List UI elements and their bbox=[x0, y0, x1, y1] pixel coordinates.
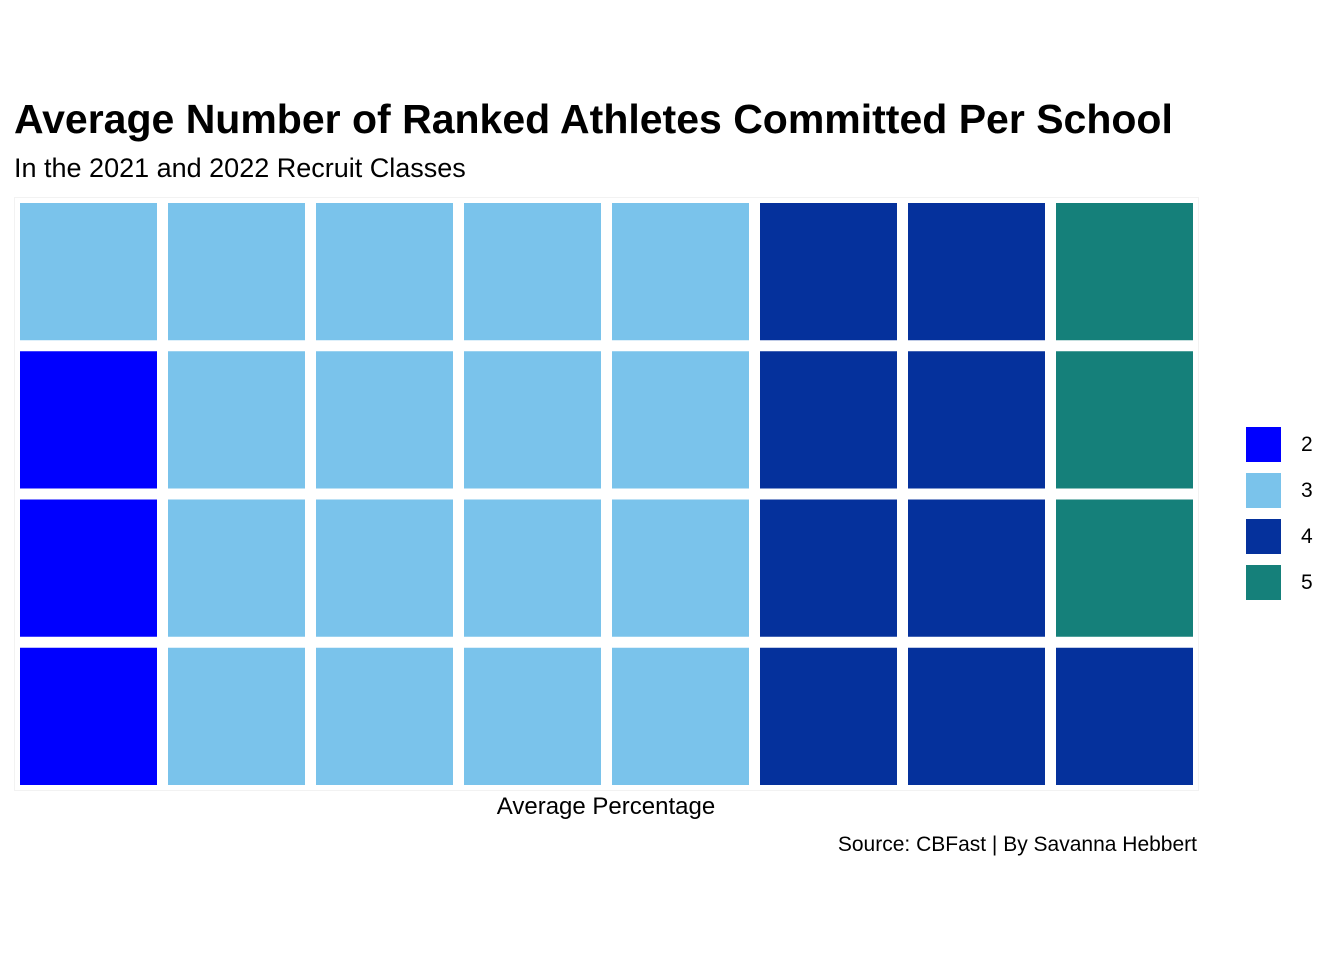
legend: 2 3 4 5 bbox=[1246, 427, 1336, 601]
panel-border bbox=[14, 197, 1199, 791]
legend-item-4: 4 bbox=[1246, 519, 1336, 555]
waffle-tile-3 bbox=[20, 203, 157, 341]
waffle-tile-5 bbox=[1056, 203, 1193, 341]
waffle-tile-4 bbox=[1056, 647, 1193, 785]
waffle-tile-3 bbox=[168, 647, 305, 785]
legend-swatch bbox=[1246, 519, 1281, 554]
waffle-tile-3 bbox=[612, 499, 749, 637]
waffle-tile-4 bbox=[908, 351, 1045, 489]
legend-item-5: 5 bbox=[1246, 565, 1336, 601]
legend-label: 3 bbox=[1301, 479, 1313, 502]
legend-item-3: 3 bbox=[1246, 473, 1336, 509]
waffle-tile-2 bbox=[20, 647, 157, 785]
waffle-tile-4 bbox=[908, 647, 1045, 785]
chart-subtitle: In the 2021 and 2022 Recruit Classes bbox=[14, 153, 466, 183]
waffle-tile-4 bbox=[760, 203, 897, 341]
legend-label: 5 bbox=[1301, 571, 1313, 594]
waffle-tile-5 bbox=[1056, 351, 1193, 489]
waffle-tile-4 bbox=[908, 499, 1045, 637]
waffle-tile-3 bbox=[612, 647, 749, 785]
waffle-tile-4 bbox=[908, 203, 1045, 341]
waffle-tile-3 bbox=[316, 351, 453, 489]
waffle-tile-3 bbox=[464, 499, 601, 637]
waffle-tile-3 bbox=[168, 203, 305, 341]
legend-swatch bbox=[1246, 565, 1281, 600]
waffle-tile-4 bbox=[760, 351, 897, 489]
waffle-tile-4 bbox=[760, 499, 897, 637]
legend-swatch bbox=[1246, 427, 1281, 462]
legend-swatch bbox=[1246, 473, 1281, 508]
waffle-tile-3 bbox=[464, 203, 601, 341]
waffle-tile-3 bbox=[316, 499, 453, 637]
legend-item-2: 2 bbox=[1246, 427, 1336, 463]
waffle-tile-3 bbox=[168, 351, 305, 489]
waffle-tile-3 bbox=[464, 351, 601, 489]
waffle-tile-3 bbox=[316, 203, 453, 341]
waffle-tile-2 bbox=[20, 499, 157, 637]
legend-label: 4 bbox=[1301, 525, 1313, 548]
waffle-tile-3 bbox=[612, 351, 749, 489]
chart-caption: Source: CBFast | By Savanna Hebbert bbox=[837, 833, 1197, 856]
x-axis-label: Average Percentage bbox=[496, 793, 716, 820]
legend-label: 2 bbox=[1301, 433, 1313, 456]
waffle-tile-5 bbox=[1056, 499, 1193, 637]
waffle-tile-3 bbox=[168, 499, 305, 637]
waffle-tile-4 bbox=[760, 647, 897, 785]
chart-title: Average Number of Ranked Athletes Commit… bbox=[14, 96, 1173, 142]
waffle-tile-3 bbox=[464, 647, 601, 785]
waffle-tile-3 bbox=[612, 203, 749, 341]
waffle-tile-3 bbox=[316, 647, 453, 785]
waffle-tile-2 bbox=[20, 351, 157, 489]
